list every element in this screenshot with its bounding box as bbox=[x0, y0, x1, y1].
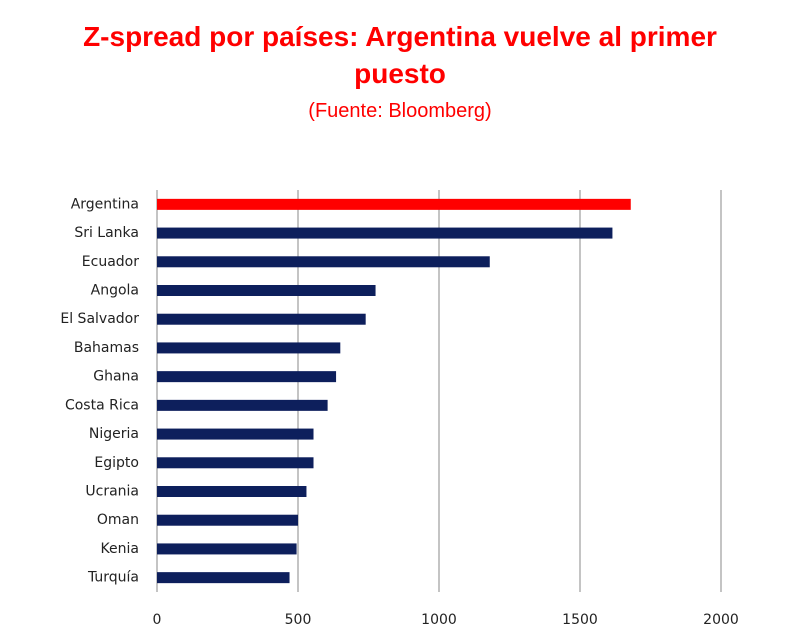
bar bbox=[157, 198, 631, 210]
x-tick-label: 2000 bbox=[703, 612, 739, 628]
y-tick-label: Argentina bbox=[71, 196, 139, 212]
y-tick-label: Sri Lanka bbox=[74, 225, 139, 241]
chart-subtitle: (Fuente: Bloomberg) bbox=[308, 100, 492, 122]
y-tick-label: Costa Rica bbox=[65, 397, 139, 413]
bar bbox=[157, 457, 314, 469]
bar bbox=[157, 486, 307, 497]
bar bbox=[157, 227, 613, 239]
bar bbox=[157, 285, 376, 296]
y-tick-label: El Salvador bbox=[60, 311, 139, 327]
bar bbox=[157, 313, 366, 325]
y-tick-label: Ghana bbox=[93, 369, 139, 385]
x-tick-label: 0 bbox=[153, 612, 162, 628]
chart-title: Z-spread por países: Argentina vuelve al… bbox=[83, 21, 717, 89]
y-tick-label: Oman bbox=[97, 512, 139, 528]
y-tick-label: Ecuador bbox=[82, 254, 139, 270]
bar bbox=[157, 256, 490, 268]
bar bbox=[157, 371, 337, 383]
bar bbox=[157, 428, 314, 440]
y-tick-label: Egipto bbox=[94, 455, 139, 471]
x-tick-label: 1500 bbox=[562, 612, 598, 628]
x-tick-label: 1000 bbox=[421, 612, 457, 628]
y-tick-label: Angola bbox=[91, 283, 139, 299]
bar bbox=[157, 399, 328, 411]
bar bbox=[157, 572, 290, 584]
bar bbox=[157, 514, 298, 526]
bar bbox=[157, 342, 341, 354]
x-tick-label: 500 bbox=[285, 612, 312, 628]
bar bbox=[157, 543, 297, 555]
y-tick-label: Turquía bbox=[87, 570, 139, 586]
y-tick-label: Bahamas bbox=[74, 340, 139, 356]
y-tick-label: Ucrania bbox=[85, 484, 139, 500]
y-tick-label: Kenia bbox=[101, 541, 139, 557]
y-tick-label: Nigeria bbox=[89, 426, 139, 442]
